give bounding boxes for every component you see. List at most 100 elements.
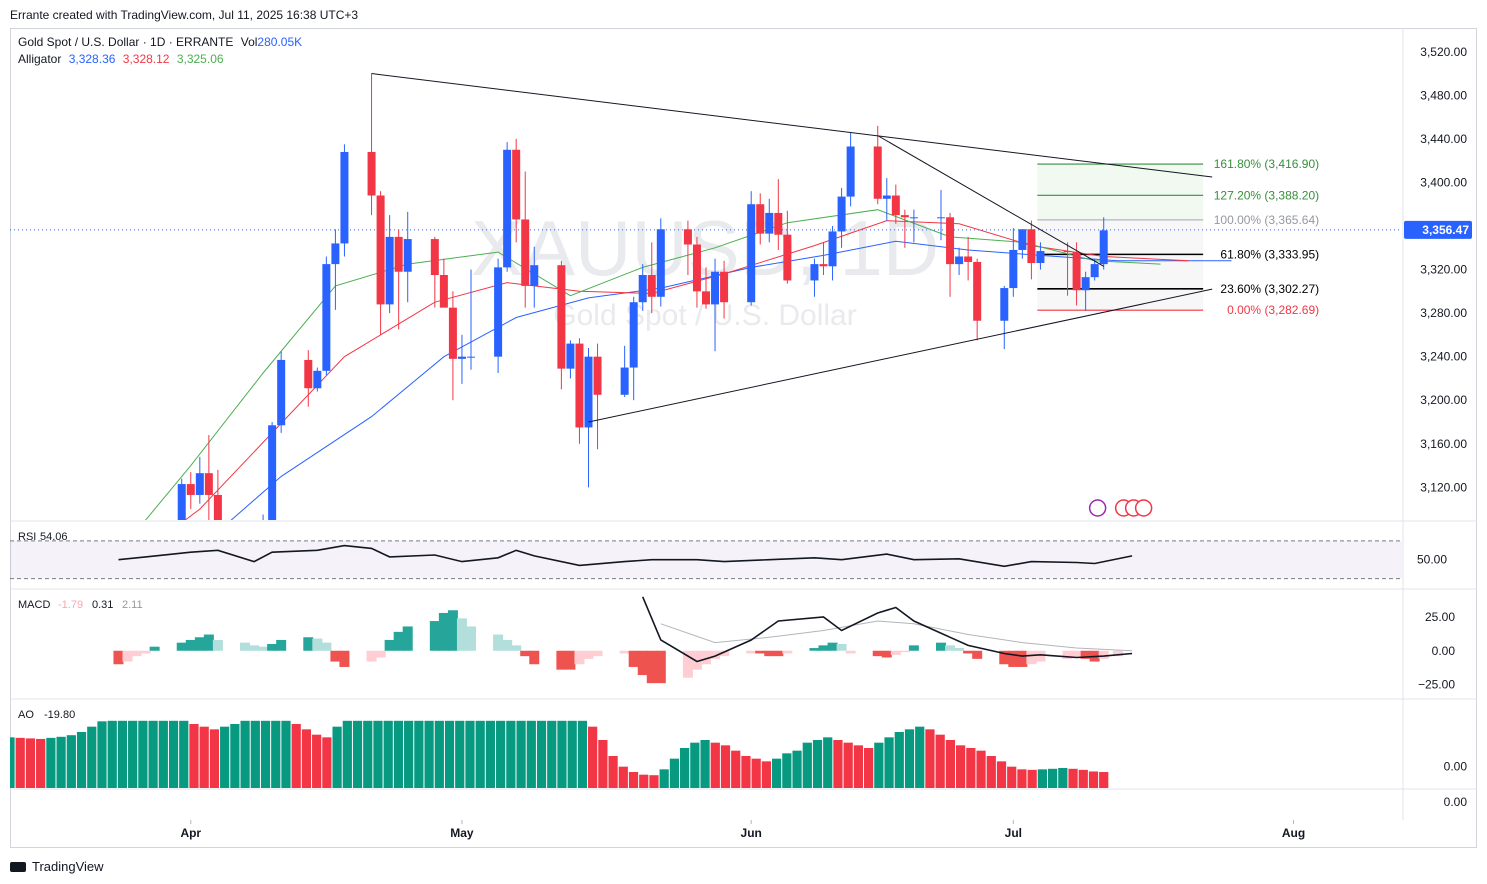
event-lightning-icon [1088, 499, 1107, 517]
candle [331, 229, 340, 310]
rsi-line [118, 544, 1133, 568]
price-axis-tick-label: 3,240.00 [1420, 350, 1467, 364]
ao-bar [935, 734, 945, 788]
fib-level-label: 100.00% (3,365.64) [1214, 213, 1319, 227]
candle-body [846, 146, 855, 197]
ao-bar [966, 748, 976, 788]
macd-histogram-bar [1112, 650, 1123, 657]
candle-body [638, 275, 647, 303]
candle [268, 422, 277, 520]
ao-bar [741, 756, 751, 788]
ao-bar [342, 720, 352, 788]
candle [629, 296, 638, 401]
price-axis-tick-label: 3,480.00 [1420, 88, 1467, 102]
candle [702, 267, 710, 309]
ao-bar [444, 720, 455, 788]
macd-histogram-bar [637, 650, 648, 676]
ao-bar [66, 735, 76, 788]
macd-histogram-bar [836, 644, 847, 651]
candle [711, 258, 720, 352]
alligator-lips-value: 3,325.06 [176, 52, 224, 66]
ao-bar [792, 750, 802, 788]
candle-body [385, 236, 394, 305]
candle-body [1072, 252, 1081, 291]
ao-bar [363, 720, 373, 788]
economic-event-icon [1134, 499, 1153, 517]
candle-body [575, 343, 584, 428]
candle-body [946, 217, 955, 265]
ao-bar [986, 756, 996, 788]
candle [521, 171, 530, 308]
ao-bar [393, 720, 404, 788]
candle-body [494, 267, 503, 357]
candle-body [457, 356, 466, 359]
rsi-value: 54.06 [40, 531, 68, 543]
ao-bar [240, 720, 250, 788]
ao-bar [536, 720, 547, 788]
ao-bar [1088, 771, 1099, 788]
candle [322, 256, 331, 376]
macd-histogram-bar [583, 650, 594, 659]
macd-histogram-bar [646, 650, 657, 684]
macd-histogram-bar [339, 650, 350, 667]
candle [620, 345, 629, 397]
candle-body [692, 244, 701, 292]
macd-histogram-bar [330, 650, 341, 662]
ao-bar [15, 737, 25, 788]
macd-histogram-bar [140, 650, 151, 654]
volume-label: Vol [240, 35, 258, 49]
macd-histogram-bar [520, 650, 531, 657]
macd-histogram-bar [746, 650, 757, 654]
candle-body [819, 264, 828, 267]
ao-bar [577, 720, 588, 788]
candle [873, 125, 882, 205]
ao-bar [669, 758, 680, 788]
rsi-axis-tick-label: 50.00 [1417, 553, 1447, 567]
ao-bar [260, 720, 271, 788]
tradingview-logo[interactable]: TradingView [10, 859, 104, 874]
candle-body [466, 356, 475, 358]
candle-body [774, 212, 783, 235]
macd-histogram-bar [465, 626, 476, 651]
macd-histogram-bar [1008, 650, 1019, 667]
macd-histogram-bar [655, 650, 666, 684]
ao-bar [864, 748, 874, 788]
ao-bar [322, 737, 332, 788]
ao-bar [925, 729, 935, 788]
candle [394, 229, 403, 330]
ao-bar [271, 720, 281, 788]
candle-body [250, 637, 258, 638]
candle-body [1090, 264, 1099, 278]
alligator-legend[interactable]: Alligator 3,328.36 3,328.12 3,325.06 [18, 51, 224, 67]
candle [466, 269, 475, 370]
candle-body [683, 229, 692, 245]
candle [756, 193, 765, 245]
price-axis-tick-label: 3,520.00 [1420, 45, 1467, 59]
macd-label: MACD [18, 599, 50, 611]
candle-body [711, 271, 720, 305]
trendline [371, 73, 1213, 178]
macd-histogram-bar [429, 621, 440, 651]
time-axis-tick-label: Jun [741, 826, 762, 840]
candle-body [503, 149, 512, 268]
candle [177, 478, 186, 520]
candle [647, 242, 656, 314]
ao-bar [516, 720, 526, 788]
chart-credit: Errante created with TradingView.com, Ju… [10, 8, 359, 22]
macd-histogram-bar [565, 650, 576, 670]
candle [1081, 271, 1090, 311]
candle [457, 334, 466, 384]
price-axis-tick-label: 3,280.00 [1420, 306, 1467, 320]
ao-bar [485, 720, 496, 788]
candle-body [656, 229, 665, 297]
macd-histogram-bar [908, 645, 919, 651]
symbol-legend[interactable]: Gold Spot / U.S. Dollar · 1D · ERRANTE V… [18, 34, 302, 50]
macd-histogram-bar [682, 650, 693, 678]
candle [584, 347, 593, 488]
macd-histogram-bar [258, 646, 269, 651]
macd-value: -1.79 [58, 599, 83, 611]
ao-bar [628, 772, 639, 788]
macd-histogram-bar [845, 650, 856, 654]
ao-bar [710, 742, 720, 788]
